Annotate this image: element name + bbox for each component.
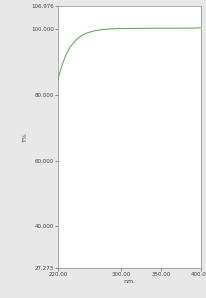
Y-axis label: T%: T% bbox=[23, 132, 28, 142]
X-axis label: nm.: nm. bbox=[123, 279, 135, 284]
